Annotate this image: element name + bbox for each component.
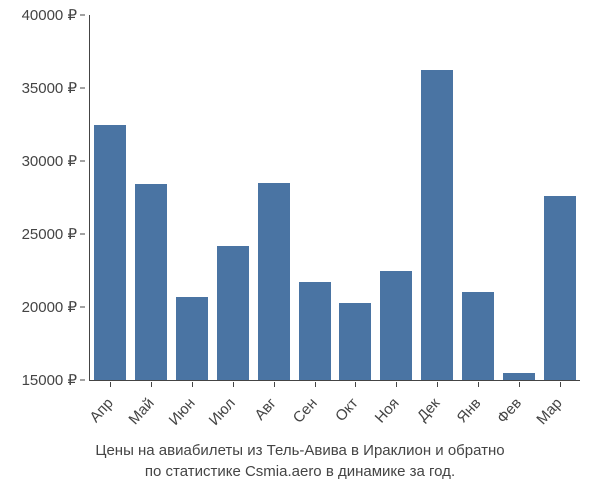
y-tick-mark [80,15,85,16]
y-tick-mark [80,307,85,308]
bar [462,292,494,380]
y-tick-label: 25000 ₽ [22,225,77,243]
x-tick-mark [274,382,275,387]
x-tick-label: Апр [86,395,116,426]
y-tick-label: 40000 ₽ [22,6,77,24]
y-tick-label: 20000 ₽ [22,298,77,316]
y-tick-label: 35000 ₽ [22,79,77,97]
bar [421,70,453,380]
x-tick-mark [110,382,111,387]
x-tick-mark [560,382,561,387]
caption-line-2: по статистике Csmia.aero в динамике за г… [0,461,600,482]
bar [380,271,412,381]
x-tick-mark [315,382,316,387]
y-tick-mark [80,88,85,89]
x-tick-label: Янв [453,395,484,427]
bar [299,282,331,380]
chart-container: 15000 ₽ 20000 ₽ 25000 ₽ 30000 ₽ 35000 ₽ 40000… [0,0,600,500]
x-tick-mark [151,382,152,387]
y-tick-mark [80,380,85,381]
x-tick-mark [355,382,356,387]
bar [94,125,126,381]
y-tick-label: 30000 ₽ [22,152,77,170]
bar [544,196,576,380]
x-tick-mark [396,382,397,387]
x-tick-label: Окт [332,395,362,425]
x-tick-label: Июл [206,395,239,429]
x-tick-mark [519,382,520,387]
caption-line-1: Цены на авиабилеты из Тель-Авива в Иракл… [0,440,600,461]
x-tick-label: Ноя [372,395,403,427]
y-tick-mark [80,234,85,235]
y-axis-line [89,15,90,380]
x-tick-mark [478,382,479,387]
x-tick-label: Июн [165,395,198,429]
y-tick-mark [80,161,85,162]
chart-caption: Цены на авиабилеты из Тель-Авива в Иракл… [0,440,600,482]
bar [217,246,249,380]
bar [258,183,290,380]
y-tick-label: 15000 ₽ [22,371,77,389]
bar [176,297,208,380]
bar [135,184,167,380]
x-tick-label: Дек [414,395,443,425]
bar [339,303,371,380]
x-tick-mark [233,382,234,387]
y-axis: 15000 ₽20000 ₽25000 ₽30000 ₽35000 ₽40000… [0,15,85,380]
x-axis: АпрМайИюнИюлАвгСенОктНояДекЯнвФевМар [90,382,580,442]
x-tick-label: Авг [252,395,280,424]
x-tick-label: Сен [290,395,321,427]
x-tick-mark [192,382,193,387]
x-axis-line [89,380,580,381]
x-tick-label: Мар [534,395,566,428]
plot-area [90,15,580,380]
x-tick-mark [437,382,438,387]
x-tick-label: Фев [494,395,525,427]
bar [503,373,535,380]
x-tick-label: Май [125,395,157,428]
